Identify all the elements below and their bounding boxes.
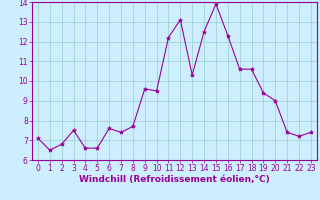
X-axis label: Windchill (Refroidissement éolien,°C): Windchill (Refroidissement éolien,°C) xyxy=(79,175,270,184)
